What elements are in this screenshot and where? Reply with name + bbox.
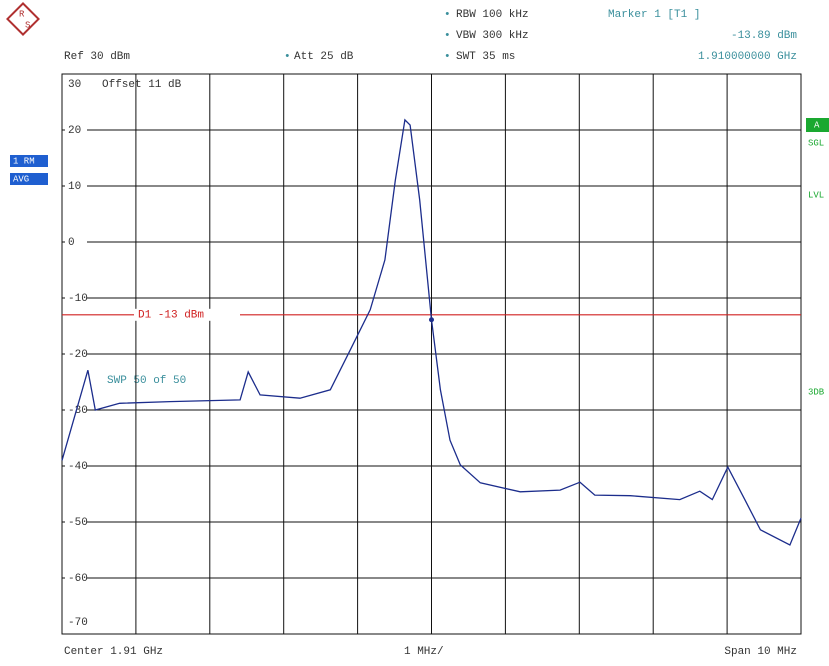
y-tick-label: -60 [68, 573, 88, 585]
y-tick-label: -20 [68, 349, 88, 361]
display-line-label: D1 -13 dBm [138, 310, 204, 322]
bullet: • [444, 51, 451, 63]
y-tick-label: 20 [68, 125, 81, 137]
rbw: RBW 100 kHz [456, 9, 529, 21]
bullet: • [444, 9, 451, 21]
sgl-label: SGL [808, 138, 824, 148]
mode-label: AVG [13, 174, 29, 184]
logo: R S [6, 2, 40, 36]
tick-label-bg [65, 124, 87, 136]
vbw: VBW 300 kHz [456, 30, 529, 42]
marker-title: Marker 1 [T1 ] [608, 9, 700, 21]
trace-badge [10, 155, 48, 167]
tick-label-bg [65, 292, 87, 304]
tick-label-bg [65, 236, 87, 248]
y-tick-label: 0 [68, 237, 75, 249]
y-tick-label: -10 [68, 293, 88, 305]
lvl-label: LVL [808, 190, 824, 200]
tick-label-bg [65, 180, 87, 192]
tick-label-bg [65, 516, 87, 528]
tick-label-bg [65, 460, 87, 472]
y-tick-label: 10 [68, 181, 81, 193]
logo-s: S [25, 20, 30, 30]
y-tick-label: 30 [68, 79, 81, 91]
y-tick-label: -70 [68, 617, 88, 629]
ref-level: Ref 30 dBm [64, 51, 130, 63]
offset: Offset 11 dB [102, 79, 182, 91]
attenuation: Att 25 dB [294, 51, 354, 63]
y-tick-label: -30 [68, 405, 88, 417]
tick-label-bg [65, 616, 87, 628]
marker-freq: 1.910000000 GHz [698, 51, 797, 63]
mode-badge [10, 173, 48, 185]
sweep-count: SWP 50 of 50 [107, 375, 186, 387]
tick-label-bg [65, 78, 87, 90]
logo-r: R [19, 9, 25, 19]
swt: SWT 35 ms [456, 51, 515, 63]
bullet: • [284, 51, 291, 63]
y-tick-label: -50 [68, 517, 88, 529]
tick-label-bg [65, 348, 87, 360]
logo-frame [6, 2, 40, 36]
div-width: 1 MHz/ [404, 646, 444, 658]
trace-label: 1 RM [13, 156, 35, 166]
a-badge [806, 118, 829, 132]
a-label: A [814, 120, 820, 130]
y-tick-label: -40 [68, 461, 88, 473]
marker [429, 317, 434, 323]
marker-level: -13.89 dBm [731, 30, 797, 42]
span: Span 10 MHz [724, 646, 797, 658]
db3-label: 3DB [808, 387, 825, 397]
center-freq: Center 1.91 GHz [64, 646, 163, 658]
tick-label-bg [65, 572, 87, 584]
bullet: • [444, 30, 451, 42]
display-label-bg [134, 308, 240, 321]
